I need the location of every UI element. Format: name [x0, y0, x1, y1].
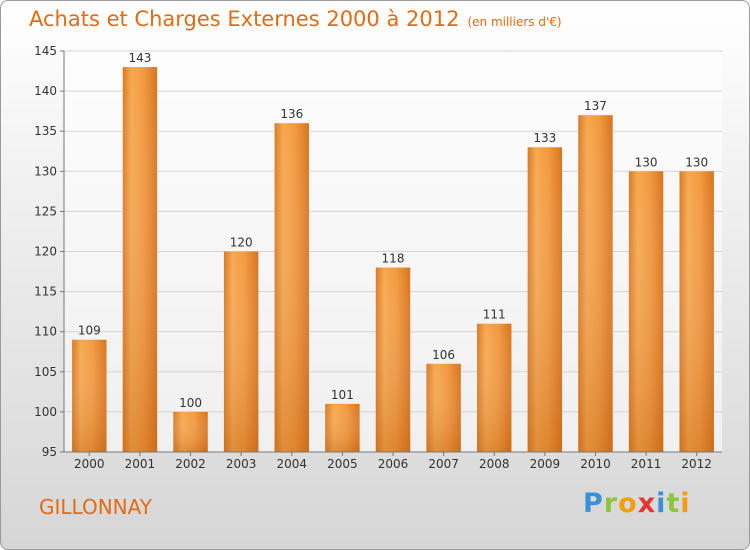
bar-value-label: 100 [179, 396, 202, 410]
x-tick-label: 2003 [226, 457, 257, 471]
logo-letter: x [637, 488, 657, 519]
bar-value-label: 111 [483, 308, 506, 322]
bar-shade [527, 147, 563, 453]
bar-shade [679, 171, 714, 453]
bar-shade [173, 411, 208, 452]
bar-value-label: 136 [280, 107, 303, 121]
y-tick-label: 140 [34, 84, 57, 98]
x-tick-label: 2002 [175, 457, 206, 471]
y-tick-label: 125 [34, 204, 57, 218]
logo-letter: r [603, 488, 619, 519]
logo-letter: o [618, 488, 638, 519]
bar-value-label: 120 [230, 236, 253, 250]
y-tick-label: 110 [34, 325, 57, 339]
logo-letter: P [583, 488, 604, 519]
x-tick-label: 2009 [530, 457, 561, 471]
bar-shade [477, 323, 512, 452]
bar-shade [72, 339, 107, 452]
bar-shade [223, 251, 259, 452]
x-tick-label: 2001 [125, 457, 156, 471]
x-tick-label: 2006 [378, 457, 409, 471]
logo-letter: t [666, 488, 681, 519]
bar-value-label: 106 [432, 348, 455, 362]
bar-value-label: 130 [685, 155, 708, 169]
y-tick-label: 95 [42, 445, 57, 459]
y-tick-label: 135 [34, 124, 57, 138]
x-tick-label: 2008 [479, 457, 510, 471]
bar-value-label: 109 [78, 324, 101, 338]
bar-shade [426, 363, 461, 452]
bar-shade [274, 123, 309, 453]
y-tick-label: 130 [34, 164, 57, 178]
bar-value-label: 130 [635, 155, 658, 169]
y-tick-label: 115 [34, 285, 57, 299]
bar-value-label: 101 [331, 388, 354, 402]
bar-shade [578, 115, 613, 452]
bar-value-label: 133 [533, 131, 556, 145]
y-tick-label: 105 [34, 365, 57, 379]
x-tick-label: 2011 [631, 457, 662, 471]
x-tick-label: 2012 [681, 457, 712, 471]
chart-unit: (en milliers d'€) [467, 15, 562, 29]
logo-letter: i [656, 488, 667, 519]
commune-name: GILLONNAY [39, 495, 152, 519]
x-tick-label: 2007 [428, 457, 459, 471]
x-tick-label: 2000 [74, 457, 105, 471]
bar-shade [375, 267, 411, 452]
y-tick-label: 145 [34, 44, 57, 58]
y-tick-label: 120 [34, 245, 57, 259]
bar-shade [122, 67, 158, 452]
proxiti-logo: Proxiti [583, 488, 691, 519]
y-tick-label: 100 [34, 405, 57, 419]
bar-value-label: 118 [382, 252, 405, 266]
x-tick-label: 2004 [276, 457, 307, 471]
bar-shade [325, 403, 360, 452]
bar-value-label: 137 [584, 99, 607, 113]
chart-title: Achats et Charges Externes 2000 à 2012 (e… [29, 7, 562, 31]
logo-letter: i [680, 488, 691, 519]
x-tick-label: 2010 [580, 457, 611, 471]
chart-title-text: Achats et Charges Externes 2000 à 2012 [29, 7, 460, 31]
bar-value-label: 143 [128, 51, 151, 65]
bar-shade [628, 171, 664, 453]
x-tick-label: 2005 [327, 457, 358, 471]
